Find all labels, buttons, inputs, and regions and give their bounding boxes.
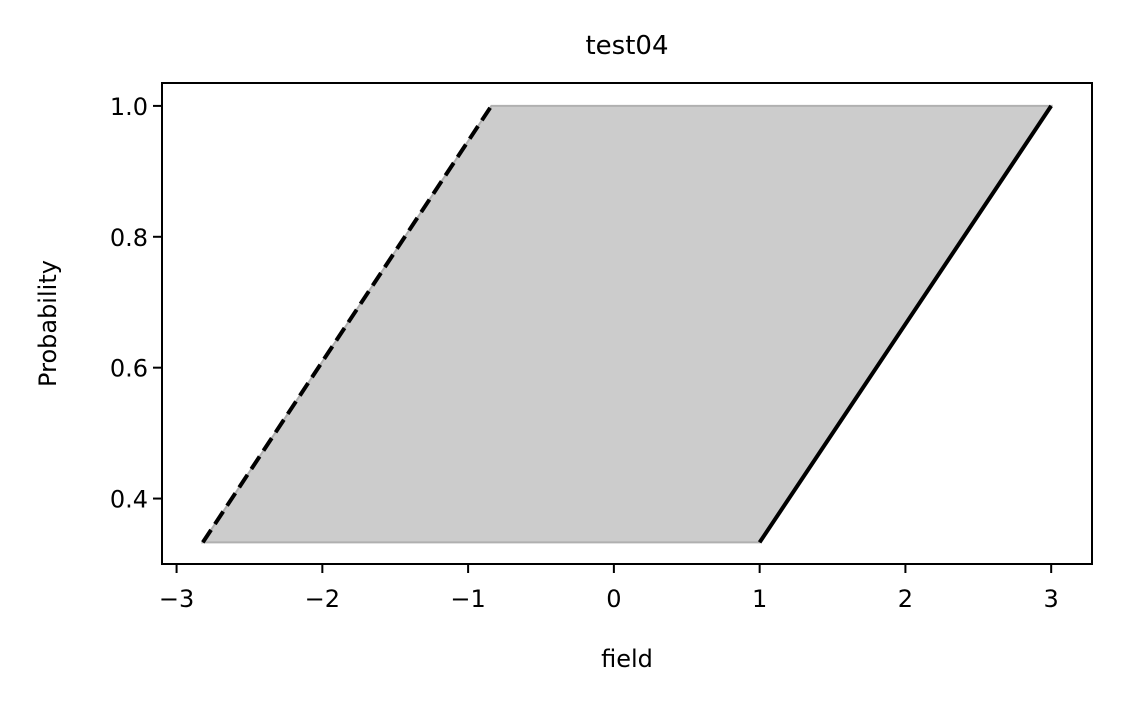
x-axis: −3 −2 −1 0 1 2 3 <box>159 564 1059 613</box>
x-tick-label: −2 <box>305 585 340 613</box>
x-tick-label: 0 <box>606 585 621 613</box>
y-tick-label: 0.8 <box>110 224 148 252</box>
x-tick-label: 2 <box>898 585 913 613</box>
plot-area <box>200 104 1054 544</box>
y-tick-label: 0.6 <box>110 355 148 383</box>
x-axis-label: field <box>601 645 653 673</box>
y-tick-label: 0.4 <box>110 486 148 514</box>
y-axis: 0.4 0.6 0.8 1.0 <box>110 93 162 514</box>
solid-boundary-line <box>757 104 1053 544</box>
x-tick-label: 1 <box>752 585 767 613</box>
chart-title: test04 <box>585 31 668 61</box>
x-tick-label: −1 <box>450 585 485 613</box>
plot-frame <box>161 82 1093 565</box>
y-tick-label: 1.0 <box>110 93 148 121</box>
x-tick-label: −3 <box>159 585 194 613</box>
x-tick-label: 3 <box>1044 585 1059 613</box>
y-axis-label: Probability <box>34 260 62 387</box>
